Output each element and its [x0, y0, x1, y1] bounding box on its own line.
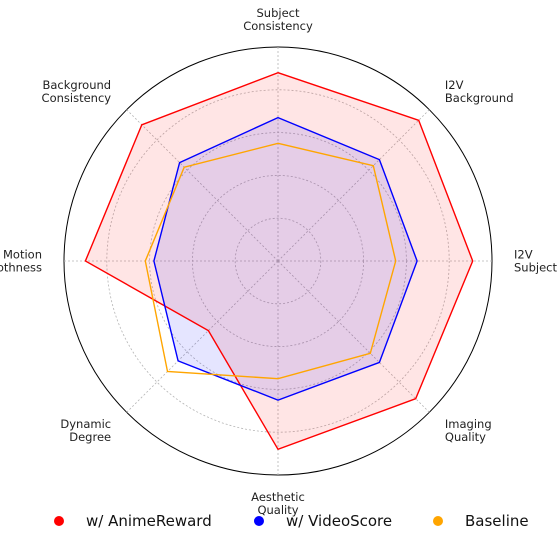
series-line-w-animereward: [84, 71, 474, 451]
axis-label-line: Smoothness: [0, 261, 42, 275]
series-line-w-videoscore: [153, 116, 418, 401]
axis-label: Aesthetic Quality: [251, 490, 305, 517]
series-layer: [84, 71, 474, 451]
series-area-baseline: [145, 143, 395, 378]
axis-label: Dynamic Degree: [60, 417, 111, 444]
legend-label-anime-reward: w/ AnimeReward: [86, 512, 212, 530]
axis-label-line: I2V: [445, 78, 464, 92]
axis-label-line: Subject: [257, 6, 300, 20]
axis-label: Subject Consistency: [243, 6, 313, 33]
axis-label-line: Consistency: [42, 91, 112, 105]
legend-label-baseline: Baseline: [465, 512, 529, 530]
legend-marker-anime-reward: [54, 516, 64, 526]
axis-label-line: Motion: [3, 248, 42, 262]
axis-label: Background Consistency: [42, 78, 112, 105]
axis-label-line: Background: [445, 91, 514, 105]
grid-ring: [106, 89, 450, 433]
series-line-baseline: [144, 142, 397, 380]
axis-label-line: Consistency: [243, 19, 313, 33]
axis-label: I2V Subject: [514, 248, 557, 275]
legend-label-videoscore: w/ VideoScore: [286, 512, 393, 530]
grid-layer: [63, 46, 493, 476]
legend-item-baseline: Baseline: [433, 512, 529, 530]
axis-label: Imaging Quality: [445, 417, 492, 444]
legend-item-anime-reward: w/ AnimeReward: [54, 512, 212, 530]
axis-label-line: Degree: [69, 430, 111, 444]
legend-marker-baseline: [433, 516, 443, 526]
axis-label-line: Quality: [445, 430, 486, 444]
legend-marker-videoscore: [254, 516, 264, 526]
axis-label-line: Dynamic: [60, 417, 111, 431]
legend: w/ AnimeReward w/ VideoScore Baseline: [0, 512, 558, 542]
axis-label-line: Aesthetic: [251, 490, 305, 504]
axis-label-line: Quality: [257, 503, 298, 517]
grid-ring: [234, 217, 322, 305]
series-area-w-videoscore: [153, 117, 418, 401]
axis-label-line: Background: [42, 78, 111, 92]
axis-label: MotionSmoothness: [0, 248, 42, 275]
axis-label-line: I2V: [514, 248, 533, 262]
legend-item-videoscore: w/ VideoScore: [254, 512, 392, 530]
axis-label-line: Imaging: [445, 417, 492, 431]
axis-label-line: Subject: [514, 261, 557, 275]
series-area-w-animereward: [85, 72, 473, 450]
axis-label: I2V Background: [445, 78, 514, 105]
